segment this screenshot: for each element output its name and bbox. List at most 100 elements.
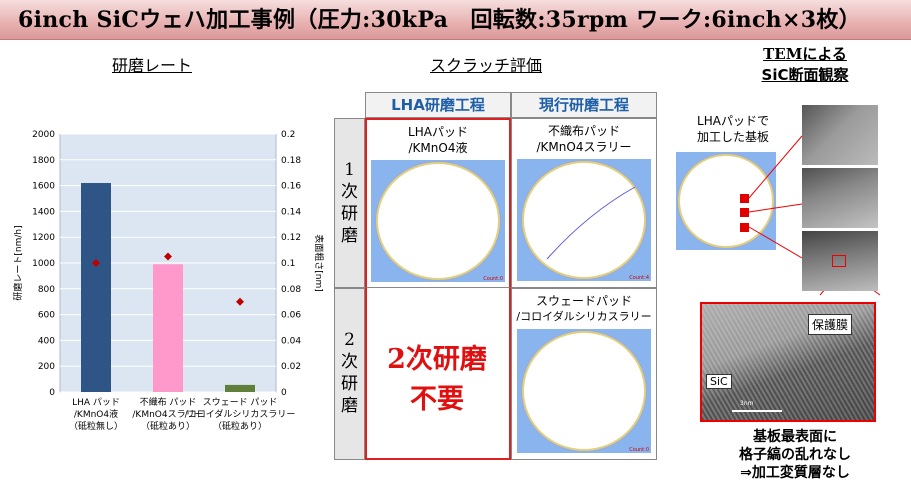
y-axis-label: 研磨レート[nm/h]: [13, 225, 24, 300]
current-first-cond-1: 不織布パッド: [547, 124, 620, 138]
row1-char-3: 研: [341, 204, 358, 224]
tem-caption-2: 格子縞の乱れなし: [739, 447, 851, 463]
rate-chart: 0 0 200 0.02 400 0.04 600 0.06 800 0.08 1000 0.1 120…: [13, 130, 325, 432]
current-second-cond-1: スウェードパッド: [535, 294, 632, 308]
bar: [225, 384, 255, 392]
y2-tick-label: 0.12: [281, 233, 301, 243]
tem-image-2: [802, 168, 878, 228]
tem-caption-3: ⇒加工変質層なし: [740, 465, 850, 481]
y2-tick-label: 0.04: [281, 336, 301, 346]
count-label: Count:0: [629, 447, 649, 453]
protective-film-label: 保護膜: [808, 314, 853, 335]
page-title: 6inch SiCウェハ加工事例（圧力:30kPa 回転数:35rpm ワーク:…: [0, 0, 911, 40]
lha-first-wafer-map: Count:0: [371, 160, 505, 282]
y-tick-label: 800: [38, 285, 55, 295]
count-label: Count:0: [483, 276, 503, 282]
y2-tick-label: 0.14: [281, 207, 301, 217]
wafer-circle: [522, 161, 646, 279]
y2-tick-label: 0: [281, 388, 287, 398]
y-tick-label: 1400: [32, 207, 55, 217]
tem-caption: 基板最表面に 格子縞の乱れなし ⇒加工変質層なし: [690, 428, 900, 482]
y2-tick-label: 0.1: [281, 259, 295, 269]
tem-wafer-map: [676, 152, 776, 250]
row2-char-3: 研: [341, 374, 358, 394]
y2-axis-label: 表面粗さ[nm]: [313, 234, 325, 292]
current-first-cond-2: /KMnO4スラリー: [536, 140, 632, 154]
bar: [81, 183, 111, 392]
count-label: Count:4: [629, 275, 649, 281]
y2-tick-label: 0.16: [281, 182, 301, 192]
category-label: 不織布 パッド: [140, 396, 197, 408]
scale-bar: [732, 410, 782, 412]
wafer-circle: [376, 162, 500, 280]
category-label: /KMnO4スラリー: [132, 409, 203, 420]
current-first-wafer-map: Count:4: [517, 159, 651, 281]
category-label: （砥粒あり）: [141, 420, 195, 432]
wafer-circle: [678, 154, 774, 248]
tem-caption-1: 基板最表面に: [753, 429, 837, 445]
y2-tick-label: 0.2: [281, 130, 295, 140]
category-label: /コロイダルシリカスラリー: [185, 408, 296, 420]
y2-tick-label: 0.06: [281, 311, 301, 321]
row2-char-4: 磨: [341, 396, 358, 416]
y-tick-label: 1200: [32, 233, 55, 243]
sample-point-1: [740, 194, 749, 203]
cell-current-second: スウェードパッド /コロイダルシリカスラリー Count:0: [511, 288, 657, 460]
y-tick-label: 0: [49, 388, 55, 398]
row1-char-2: 次: [341, 182, 358, 202]
no-second-polish-label: 2次研磨 不要: [367, 340, 507, 420]
bar: [153, 264, 183, 392]
y2-tick-label: 0.18: [281, 156, 301, 166]
y-tick-label: 200: [38, 362, 55, 372]
y-tick-label: 1000: [32, 259, 55, 269]
substrate-label: LHAパッドで 加工した基板: [683, 113, 783, 145]
roughness-point: [164, 252, 172, 261]
substrate-label-2: 加工した基板: [696, 130, 769, 144]
y-tick-label: 400: [38, 336, 55, 346]
scratch-line: [546, 186, 636, 260]
row2-char-2: 次: [341, 352, 358, 372]
roughness-point: [236, 297, 244, 306]
y-tick-label: 600: [38, 311, 55, 321]
cell-lha-first: LHAパッド /KMnO4液 Count:0: [365, 118, 511, 288]
tem-image-3: [802, 231, 878, 291]
sample-point-2: [740, 208, 749, 217]
lha-first-cond-2: /KMnO4液: [408, 141, 468, 155]
no-second-line1: 2次研磨: [387, 344, 487, 375]
category-label: /KMnO4液: [74, 408, 118, 420]
category-label: （砥粒無し）: [69, 420, 123, 432]
tem-section-title: TEMによる SiC断面観察: [735, 44, 875, 86]
scratch-section-title: スクラッチ評価: [430, 56, 543, 75]
tem-title-line1: TEMによる: [763, 45, 847, 63]
lha-first-cond-1: LHAパッド: [408, 125, 468, 139]
row-header-second: 2 次 研 磨: [334, 288, 365, 460]
wafer-circle: [522, 331, 646, 451]
row1-char-1: 1: [344, 160, 355, 180]
y2-tick-label: 0.02: [281, 362, 301, 372]
col-header-lha: LHA研磨工程: [365, 92, 511, 118]
y-tick-label: 1800: [32, 156, 55, 166]
current-second-wafer-map: Count:0: [517, 329, 651, 453]
sample-point-3: [740, 223, 749, 232]
cell-lha-second: [365, 288, 511, 460]
row-header-first: 1 次 研 磨: [334, 118, 365, 288]
zoom-marker: [832, 255, 846, 267]
roughness-point: [92, 259, 100, 267]
rate-section-title: 研磨レート: [112, 56, 193, 75]
tem-image-1: [802, 105, 878, 165]
row1-char-4: 磨: [341, 226, 358, 246]
y-tick-label: 2000: [32, 130, 55, 140]
category-label: （砥粒あり）: [213, 420, 267, 432]
tem-title-line2: SiC断面観察: [761, 66, 849, 84]
row2-char-1: 2: [344, 330, 355, 350]
category-label: LHA パッド: [72, 397, 120, 408]
col-header-current: 現行研磨工程: [511, 92, 657, 118]
tem-closeup-image: 保護膜 SiC 3nm: [700, 302, 876, 422]
current-second-cond-2: /コロイダルシリカスラリー: [516, 310, 652, 323]
y2-tick-label: 0.08: [281, 285, 301, 295]
no-second-line2: 不要: [410, 384, 464, 415]
y-tick-label: 1600: [32, 182, 55, 192]
scale-label: 3nm: [740, 400, 754, 407]
cell-current-first: 不織布パッド /KMnO4スラリー Count:4: [511, 118, 657, 288]
substrate-label-1: LHAパッドで: [697, 114, 769, 128]
